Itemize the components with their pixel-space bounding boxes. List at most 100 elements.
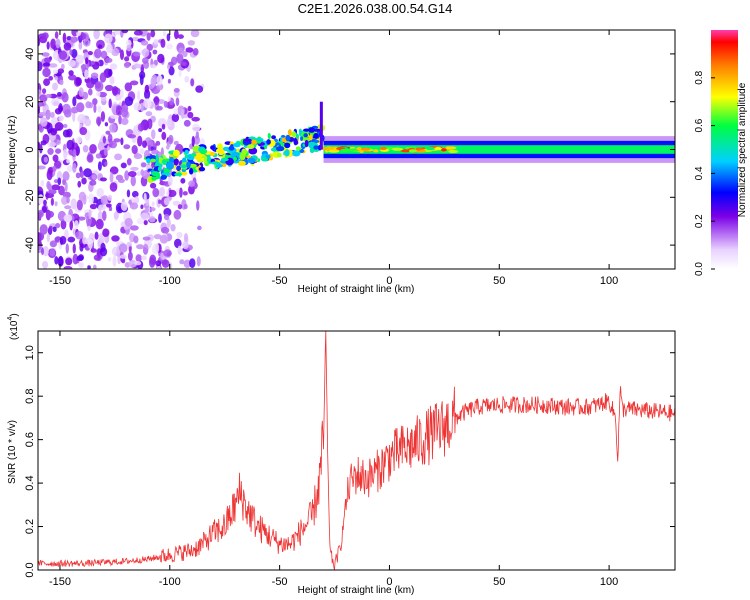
spectrogram-blob bbox=[153, 143, 157, 149]
spectrogram-blob bbox=[133, 51, 141, 57]
spectrogram-blob bbox=[123, 144, 131, 150]
spectrogram-blob bbox=[124, 170, 129, 181]
spectrogram-blob bbox=[140, 40, 149, 46]
spectrogram-blob bbox=[43, 78, 51, 86]
signal-blob bbox=[266, 139, 271, 145]
spectrogram-blob bbox=[163, 100, 169, 108]
spectrogram-blob bbox=[42, 67, 51, 78]
spectrogram-blob bbox=[166, 118, 172, 128]
spectrogram-blob bbox=[187, 105, 192, 112]
signal-blob bbox=[292, 150, 301, 157]
spectrogram-blob bbox=[52, 69, 59, 75]
snr-scale-exponent: 4 bbox=[7, 317, 14, 321]
spectrogram-blob bbox=[79, 170, 84, 179]
spectrogram-blob bbox=[153, 234, 162, 240]
spectrogram-blob bbox=[93, 30, 100, 40]
spectrogram-blob bbox=[177, 34, 184, 39]
spectrogram-blob bbox=[175, 97, 180, 107]
signal-blob bbox=[173, 160, 179, 166]
colorbar-ticks: 0.0 0.2 0.4 0.6 0.8 bbox=[694, 70, 715, 276]
signal-blob bbox=[233, 142, 241, 148]
spectrogram-blob bbox=[114, 153, 123, 161]
spectrogram-y-tick-label: -40 bbox=[24, 237, 36, 253]
signal-blob bbox=[206, 154, 211, 159]
colorbar: 0.0 0.2 0.4 0.6 0.8 Normalized spectral ampl… bbox=[694, 30, 748, 276]
signal-blob bbox=[308, 127, 316, 133]
spectrogram-blob bbox=[97, 220, 102, 227]
spectrogram-blob bbox=[78, 262, 84, 268]
snr-x-tick-label: -150 bbox=[49, 576, 71, 588]
spectrogram-blob bbox=[128, 259, 137, 268]
spectrogram-blob bbox=[65, 257, 73, 266]
spectrogram-blob bbox=[44, 57, 52, 64]
spectrogram-blob bbox=[159, 234, 169, 244]
spectrogram-blob bbox=[46, 210, 55, 218]
spectrogram-blob bbox=[147, 118, 153, 130]
band-hotspot bbox=[360, 147, 371, 151]
signal-blob bbox=[291, 131, 297, 138]
spectrogram-blob bbox=[188, 180, 196, 187]
spectrogram-blob bbox=[126, 158, 132, 166]
spectrogram-blob bbox=[81, 177, 87, 185]
spectrogram-blob bbox=[88, 193, 94, 205]
spectrogram-blob bbox=[130, 175, 136, 187]
signal-blob bbox=[295, 133, 300, 140]
spectrogram-blob bbox=[94, 48, 102, 59]
spectrogram-x-tick-label: 50 bbox=[493, 275, 505, 287]
spectrogram-blob bbox=[97, 161, 102, 171]
spectrogram-blob bbox=[94, 81, 104, 92]
spectrogram-blob bbox=[40, 247, 45, 256]
spectrogram-blob bbox=[63, 266, 73, 269]
band-core bbox=[323, 145, 675, 154]
spectrogram-blob bbox=[95, 153, 102, 159]
snr-y-tick-label: 0.2 bbox=[24, 519, 36, 534]
spectrogram-blob bbox=[46, 41, 50, 50]
spectrogram-blob bbox=[119, 49, 125, 61]
signal-blob bbox=[180, 164, 188, 169]
spectrogram-blob bbox=[167, 189, 177, 198]
spectrogram-x-axis-label: Height of straight line (km) bbox=[298, 284, 415, 295]
spectrogram-blob bbox=[75, 150, 79, 157]
spectrogram-blob bbox=[42, 62, 51, 67]
signal-blob bbox=[264, 145, 268, 150]
spectrogram-blob bbox=[58, 115, 64, 122]
spectrogram-blob bbox=[41, 205, 48, 213]
spectrogram-blob bbox=[151, 201, 155, 207]
figure-title: C2E1.2026.038.00.54.G14 bbox=[298, 1, 453, 16]
signal-blob bbox=[293, 137, 298, 146]
spectrogram-blob bbox=[58, 255, 64, 266]
spectrogram-blob bbox=[185, 47, 194, 53]
spectrogram-blob bbox=[137, 90, 141, 101]
spectrogram-blob bbox=[141, 140, 148, 148]
spectrogram-blob bbox=[97, 105, 102, 113]
spectrogram-blob bbox=[38, 232, 42, 243]
spectrogram-blob bbox=[50, 197, 55, 206]
spectrogram-blob bbox=[56, 91, 62, 97]
spectrogram-blob bbox=[87, 225, 91, 231]
spectrogram-blob bbox=[55, 148, 62, 154]
spectrogram-blob bbox=[173, 87, 180, 93]
spectrogram-blob bbox=[157, 53, 165, 64]
spectrogram-blob bbox=[156, 74, 163, 86]
spectrogram-x-tick-label: -150 bbox=[49, 275, 71, 287]
spectrogram-blob bbox=[166, 64, 171, 70]
spectrogram-blob bbox=[167, 175, 173, 187]
signal-blob bbox=[233, 156, 238, 161]
band-hotspot bbox=[400, 149, 413, 153]
spectrogram-blob bbox=[156, 265, 161, 269]
signal-blob bbox=[271, 135, 276, 140]
spectrogram-blob bbox=[126, 44, 132, 52]
spectrogram-blob bbox=[133, 235, 139, 244]
spectrogram-blob bbox=[87, 265, 91, 269]
spectrogram-blob bbox=[48, 225, 53, 231]
spectrogram-blob bbox=[79, 126, 88, 136]
spectrogram-blob bbox=[153, 38, 159, 45]
spectrogram-blob bbox=[166, 33, 171, 42]
spectrogram-blob bbox=[82, 145, 89, 153]
spectrogram-blob bbox=[177, 245, 182, 255]
spectrogram-blob bbox=[173, 140, 179, 146]
spectrogram-blob bbox=[136, 170, 141, 177]
spectrogram-blob bbox=[96, 187, 104, 197]
snr-panel: -150 -100 -50 0 50 100 0.0 0.2 0.4 0.6 0.8 1.0 Hei… bbox=[7, 313, 676, 596]
band-hotspot bbox=[415, 147, 422, 151]
